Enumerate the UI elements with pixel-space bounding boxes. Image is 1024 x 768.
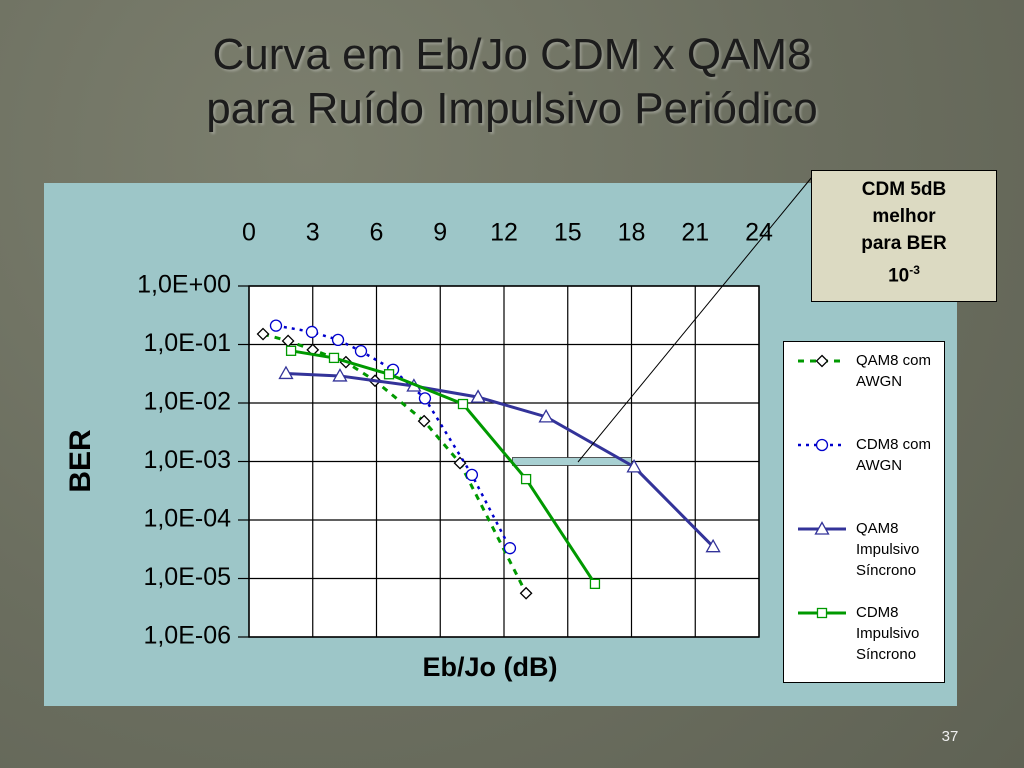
marker <box>418 392 432 405</box>
annotation-base: 10 <box>888 265 910 287</box>
marker <box>520 473 532 485</box>
x-axis-label: Eb/Jo (dB) <box>423 652 558 682</box>
marker <box>354 344 368 358</box>
marker <box>332 368 348 382</box>
legend-item: CDM8 Impulsivo Síncrono <box>784 594 944 678</box>
marker <box>626 459 642 473</box>
annotation-line: para BER <box>861 233 947 254</box>
marker <box>328 352 340 364</box>
marker <box>814 521 830 535</box>
title-line: para Ruído Impulsivo Periódico <box>206 84 818 133</box>
series-line <box>290 349 597 585</box>
legend-swatch <box>798 438 846 452</box>
marker <box>816 607 828 619</box>
y-tick-label: 1,0E+00 <box>137 271 231 299</box>
x-tick-label: 6 <box>370 219 384 247</box>
marker <box>269 319 283 332</box>
y-tick-label: 1,0E-04 <box>143 505 231 533</box>
legend-swatch <box>798 521 846 535</box>
marker <box>305 325 319 339</box>
marker <box>503 542 517 555</box>
x-tick-label: 3 <box>306 219 320 247</box>
legend-swatch <box>798 607 846 619</box>
legend-item: CDM8 com AWGN <box>784 426 944 510</box>
marker <box>470 389 486 403</box>
title-line: Curva em Eb/Jo CDM x QAM8 <box>212 30 812 79</box>
y-tick-label: 1,0E-01 <box>143 329 231 357</box>
annotation-line: CDM 5dB <box>861 179 947 200</box>
legend-label: CDM8 com AWGN <box>856 436 932 474</box>
x-tick-label: 18 <box>618 219 646 247</box>
x-tick-label: 24 <box>745 219 773 247</box>
x-tick-label: 21 <box>681 219 709 247</box>
x-tick-label: 9 <box>433 219 447 247</box>
legend-label: QAM8 com AWGN <box>856 352 932 390</box>
x-tick-label: 12 <box>490 219 518 247</box>
y-tick-label: 1,0E-05 <box>143 563 231 591</box>
marker <box>457 398 469 410</box>
marker <box>256 327 270 341</box>
series-line <box>262 332 528 594</box>
marker <box>815 438 829 452</box>
annotation-exponent: -3 <box>909 263 920 277</box>
marker <box>538 409 554 423</box>
y-tick-label: 1,0E-02 <box>143 388 231 416</box>
marker <box>815 354 829 368</box>
marker <box>278 365 294 380</box>
marker <box>705 538 721 553</box>
y-tick-label: 1,0E-03 <box>143 446 231 474</box>
marker <box>519 586 533 600</box>
marker <box>417 414 431 428</box>
x-tick-label: 15 <box>554 219 582 247</box>
legend-item: QAM8 Impulsivo Síncrono <box>784 510 944 594</box>
annotation-line: 10-3 <box>812 257 996 289</box>
y-axis-label: BER <box>64 429 97 493</box>
legend: QAM8 com AWGN CDM8 com AWGN QAM8 Impulsivo… <box>783 341 945 683</box>
legend-swatch <box>798 354 846 368</box>
x-tick-label: 0 <box>242 219 256 247</box>
slide-number: 37 <box>941 728 959 745</box>
legend-label: CDM8 Impulsivo Síncrono <box>856 604 920 663</box>
marker <box>383 369 395 380</box>
marker <box>465 468 479 482</box>
highlight-bar <box>512 457 632 466</box>
annotation-line: melhor <box>872 206 936 227</box>
leader-line <box>577 176 813 463</box>
marker <box>589 578 601 590</box>
y-tick-label: 1,0E-06 <box>143 622 231 650</box>
marker <box>285 345 297 356</box>
marker <box>331 333 345 347</box>
legend-item: QAM8 com AWGN <box>784 342 944 426</box>
annotation: CDM 5dB melhor para BER 10-3 <box>811 170 997 302</box>
legend-label: QAM8 Impulsivo Síncrono <box>856 520 920 579</box>
